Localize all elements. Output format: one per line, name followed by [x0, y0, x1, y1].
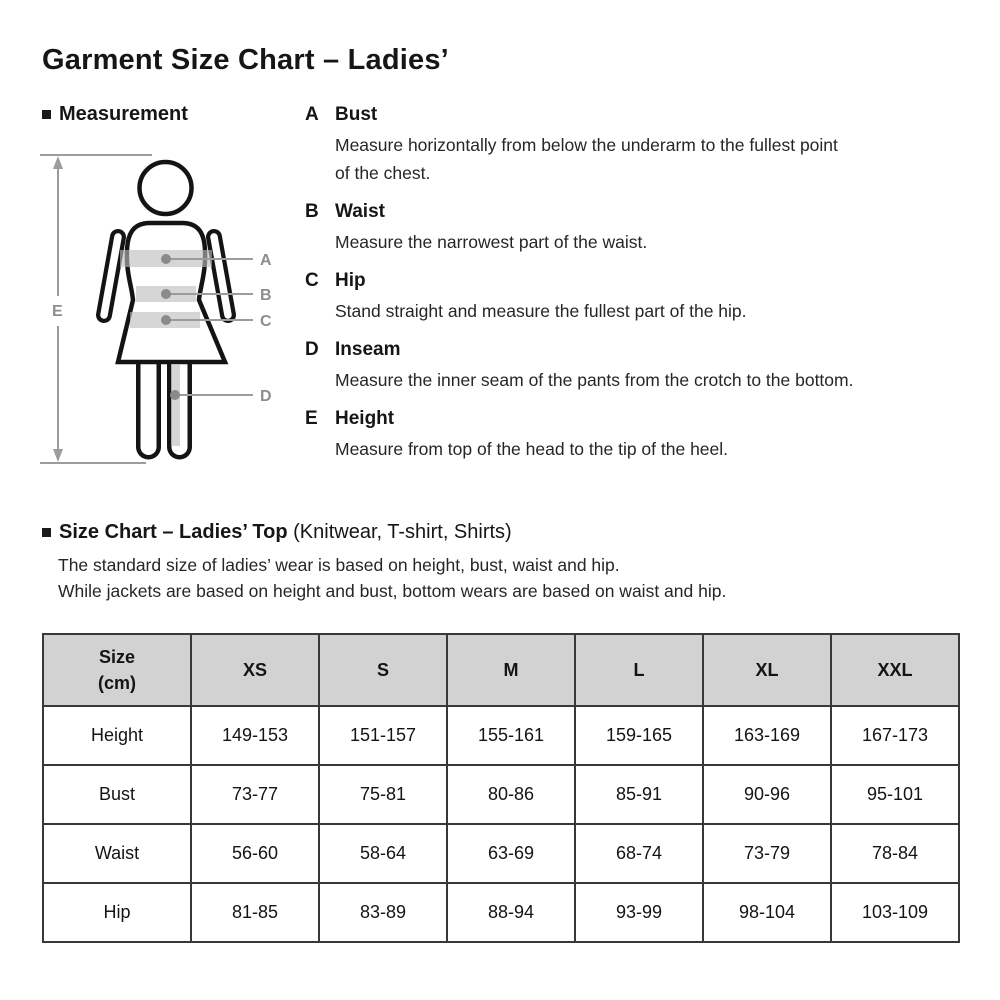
- table-row-height: Height 149-153 151-157 155-161 159-165 1…: [42, 705, 960, 766]
- column-header-xs: XS: [190, 633, 320, 707]
- definition-term: Hip: [335, 270, 366, 291]
- value-cell: 149-153: [190, 705, 320, 766]
- column-header-m: M: [446, 633, 576, 707]
- value-cell: 151-157: [318, 705, 448, 766]
- measurement-definitions: A Bust Measure horizontally from below t…: [305, 103, 965, 476]
- value-cell: 73-79: [702, 823, 832, 884]
- size-chart-description: The standard size of ladies’ wear is bas…: [58, 555, 727, 601]
- row-label-cell: Hip: [42, 882, 192, 943]
- size-table: Size (cm) XS S M L XL XXL Height 149-153…: [42, 633, 960, 943]
- measurement-heading-label: Measurement: [59, 103, 188, 125]
- value-cell: 98-104: [702, 882, 832, 943]
- value-cell: 159-165: [574, 705, 704, 766]
- definition-description: Measure the inner seam of the pants from…: [335, 370, 854, 390]
- figure-label-b: B: [260, 287, 272, 304]
- definition-item-waist: B Waist Measure the narrowest part of th…: [305, 200, 965, 256]
- value-cell: 83-89: [318, 882, 448, 943]
- row-label-cell: Waist: [42, 823, 192, 884]
- definition-letter: A: [305, 104, 319, 125]
- column-header-l: L: [574, 633, 704, 707]
- value-cell: 63-69: [446, 823, 576, 884]
- row-label-cell: Height: [42, 705, 192, 766]
- definition-letter: C: [305, 270, 319, 291]
- size-chart-heading-regular: (Knitwear, T-shirt, Shirts): [293, 521, 512, 543]
- value-cell: 163-169: [702, 705, 832, 766]
- leader-dots: [161, 254, 180, 400]
- figure-label-e: E: [52, 303, 63, 320]
- row-label-cell: Bust: [42, 764, 192, 825]
- value-cell: 167-173: [830, 705, 960, 766]
- square-bullet-icon: [42, 528, 51, 537]
- square-bullet-icon: [42, 110, 51, 119]
- height-measure-arrow: [40, 154, 152, 464]
- table-row-hip: Hip 81-85 83-89 88-94 93-99 98-104 103-1…: [42, 882, 960, 943]
- value-cell: 88-94: [446, 882, 576, 943]
- figure-head: [137, 159, 194, 217]
- definition-term: Bust: [335, 104, 378, 125]
- figure-arms: [96, 229, 236, 323]
- body-figure-svg: A B C D E: [40, 154, 272, 464]
- value-cell: 68-74: [574, 823, 704, 884]
- figure-label-c: C: [260, 313, 272, 330]
- leader-lines: [166, 258, 253, 396]
- definition-description: Measure the narrowest part of the waist.: [335, 232, 648, 252]
- definition-description: Measure horizontally from below the unde…: [335, 135, 838, 183]
- definition-term: Height: [335, 408, 395, 429]
- value-cell: 80-86: [446, 764, 576, 825]
- value-cell: 155-161: [446, 705, 576, 766]
- definition-description: Stand straight and measure the fullest p…: [335, 301, 747, 321]
- figure-label-a: A: [260, 252, 272, 269]
- value-cell: 81-85: [190, 882, 320, 943]
- size-chart-section-heading: Size Chart – Ladies’ Top (Knitwear, T-sh…: [42, 521, 512, 544]
- figure-label-d: D: [260, 388, 272, 405]
- value-cell: 85-91: [574, 764, 704, 825]
- value-cell: 93-99: [574, 882, 704, 943]
- table-header-row: Size (cm) XS S M L XL XXL: [42, 633, 960, 707]
- definition-item-inseam: D Inseam Measure the inner seam of the p…: [305, 338, 965, 394]
- table-corner-header: Size (cm): [42, 633, 192, 707]
- value-cell: 58-64: [318, 823, 448, 884]
- value-cell: 95-101: [830, 764, 960, 825]
- value-cell: 78-84: [830, 823, 960, 884]
- inseam-band: [171, 364, 180, 446]
- definition-letter: B: [305, 201, 319, 222]
- definition-letter: D: [305, 339, 319, 360]
- value-cell: 56-60: [190, 823, 320, 884]
- definition-item-height: E Height Measure from top of the head to…: [305, 407, 965, 463]
- definition-term: Waist: [335, 201, 385, 222]
- column-header-s: S: [318, 633, 448, 707]
- measurement-section-heading: Measurement: [42, 103, 188, 126]
- definition-description: Measure from top of the head to the tip …: [335, 439, 729, 459]
- definition-item-bust: A Bust Measure horizontally from below t…: [305, 103, 965, 187]
- size-chart-heading-bold: Size Chart – Ladies’ Top: [59, 521, 288, 543]
- value-cell: 90-96: [702, 764, 832, 825]
- column-header-xxl: XXL: [830, 633, 960, 707]
- value-cell: 103-109: [830, 882, 960, 943]
- body-measurement-figure: A B C D E: [30, 133, 300, 483]
- table-row-bust: Bust 73-77 75-81 80-86 85-91 90-96 95-10…: [42, 764, 960, 825]
- value-cell: 75-81: [318, 764, 448, 825]
- column-header-xl: XL: [702, 633, 832, 707]
- definition-item-hip: C Hip Stand straight and measure the ful…: [305, 269, 965, 325]
- definition-term: Inseam: [335, 339, 401, 360]
- table-row-waist: Waist 56-60 58-64 63-69 68-74 73-79 78-8…: [42, 823, 960, 884]
- definition-letter: E: [305, 408, 318, 429]
- page-title: Garment Size Chart – Ladies’: [42, 44, 449, 76]
- value-cell: 73-77: [190, 764, 320, 825]
